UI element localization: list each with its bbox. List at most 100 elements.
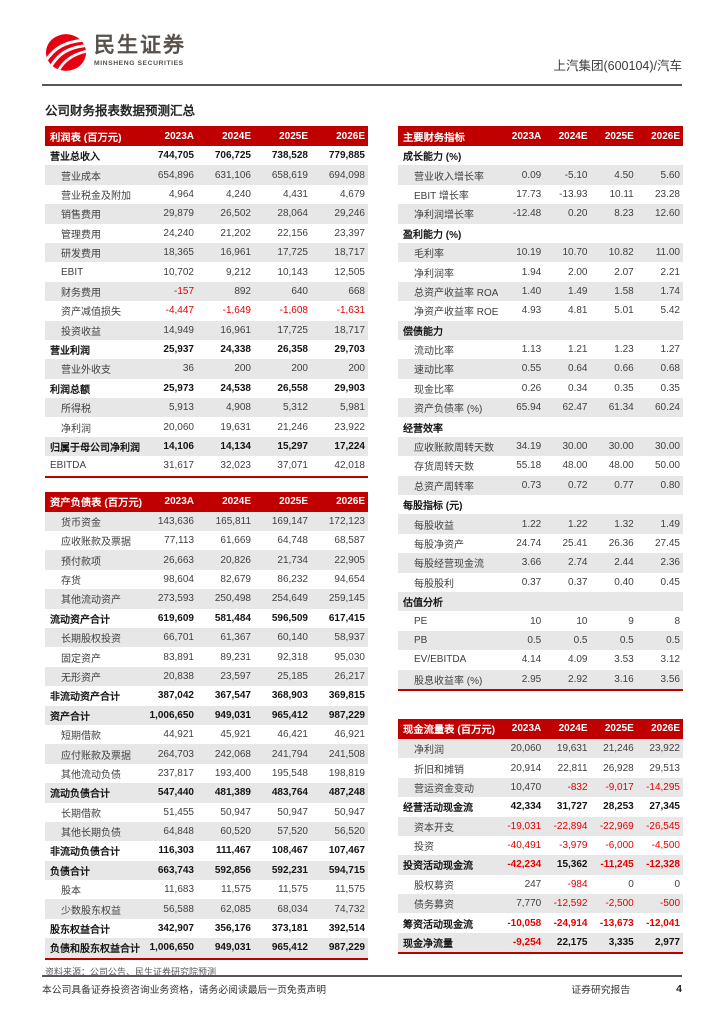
- table-row: 短期借款 44,921 45,921 46,421 46,921: [45, 725, 368, 744]
- row-label: EBIT: [61, 266, 84, 278]
- cell-value: 0.20: [568, 208, 588, 220]
- cell-value: 37,071: [277, 460, 308, 472]
- cell-value: 23,597: [220, 670, 251, 682]
- row-label: 筹资活动现金流: [403, 919, 473, 931]
- cell-value: -3,979: [559, 840, 588, 852]
- cell-value: -12,041: [646, 917, 680, 929]
- cell-value: 24,338: [220, 344, 251, 356]
- cell-value: 0.80: [660, 479, 680, 491]
- cell-value: 254,649: [271, 593, 308, 605]
- cell-value: 95,030: [334, 651, 365, 663]
- cell-value: 17.73: [516, 188, 542, 200]
- cell-value: 14,949: [163, 324, 194, 336]
- table-row: 经营活动现金流 42,334 31,727 28,253 27,345: [398, 797, 683, 816]
- cell-value: 2.74: [568, 557, 588, 569]
- row-label: 资本开支: [414, 822, 454, 834]
- table-row: 流动负债合计 547,440 481,389 483,764 487,248: [45, 783, 368, 803]
- cell-value: 965,412: [271, 942, 308, 954]
- cell-value: 3.53: [614, 654, 634, 666]
- cell-value: 21,246: [603, 743, 634, 755]
- table-row: 净利润 20,060 19,631 21,246 23,922: [398, 738, 683, 759]
- table-row: 利润总额 25,973 24,538 26,558 29,903: [45, 379, 368, 398]
- cell-value: 46,421: [277, 729, 308, 741]
- cell-value: 27,345: [649, 801, 680, 813]
- table-row: 投资 -40,491 -3,979 -6,000 -4,500: [398, 836, 683, 855]
- row-label: 每股净资产: [414, 540, 464, 551]
- cell-value: 4.50: [614, 169, 634, 181]
- table-row: 每股股利 0.37 0.37 0.40 0.45: [398, 573, 683, 592]
- cell-value: 0.66: [614, 363, 634, 375]
- table-header-row: 现金流量表 (百万元) 2023A 2024E 2025E 2026E: [398, 718, 683, 739]
- table-row: 流动比率 1.13 1.21 1.23 1.27: [398, 340, 683, 359]
- cell-value: 18,365: [163, 247, 194, 259]
- cell-value: 56,520: [334, 826, 365, 838]
- cell-value: 10: [576, 615, 588, 627]
- cell-value: 26,502: [220, 208, 251, 220]
- cell-value: 949,031: [214, 942, 251, 954]
- cell-value: 668: [348, 285, 365, 297]
- table-row: 总资产周转率 0.73 0.72 0.77 0.80: [398, 475, 683, 496]
- cell-value: 17,725: [277, 247, 308, 259]
- cell-value: 483,764: [271, 787, 308, 799]
- table-row: 长期股权投资 66,701 61,367 60,140 58,937: [45, 627, 368, 648]
- cell-value: 23,397: [334, 227, 365, 239]
- cell-value: 60,520: [220, 826, 251, 838]
- row-label: 净资产收益率 ROE: [414, 307, 498, 319]
- table-title: 主要财务指标: [403, 132, 465, 144]
- cell-value: 27.45: [654, 538, 680, 549]
- column-header: 2025E: [604, 723, 634, 735]
- cell-value: 61,669: [220, 535, 251, 547]
- cell-value: 62,085: [220, 903, 251, 915]
- cell-value: 15,362: [556, 859, 588, 871]
- cell-value: 264,703: [157, 748, 194, 760]
- cell-value: 631,106: [214, 169, 251, 181]
- cell-value: 23,922: [649, 743, 680, 755]
- row-label: 流动负债合计: [50, 789, 110, 801]
- cell-value: 892: [234, 285, 251, 297]
- table-row: 管理费用 24,240 21,202 22,156 23,397: [45, 224, 368, 243]
- cell-value: 779,885: [328, 150, 365, 162]
- cell-value: 9,212: [225, 266, 251, 278]
- table-title: 现金流量表 (百万元): [403, 725, 496, 737]
- cell-value: 373,181: [271, 923, 308, 935]
- cell-value: 200: [234, 363, 251, 375]
- row-label: 预付款项: [61, 556, 101, 568]
- header-divider: [42, 84, 682, 86]
- cell-value: 0.5: [619, 634, 634, 646]
- table-row: PE 10 10 9 8: [398, 611, 683, 630]
- cell-value: 594,715: [328, 864, 365, 876]
- column-header: 2023A: [164, 496, 194, 508]
- column-header: 2025E: [279, 130, 308, 142]
- cell-value: 663,743: [157, 864, 194, 876]
- cell-value: 50,947: [277, 806, 308, 818]
- column-header: 2024E: [558, 723, 588, 735]
- cell-value: 619,609: [157, 612, 194, 624]
- cell-value: 5.60: [660, 169, 680, 181]
- row-label: 流动比率: [414, 346, 454, 358]
- page-number: 4: [676, 983, 682, 995]
- cell-value: 487,248: [328, 787, 365, 799]
- cell-value: 23.28: [654, 188, 680, 200]
- cell-value: 25,973: [163, 382, 194, 394]
- table-header-row: 主要财务指标 2023A 2024E 2025E 2026E: [398, 126, 683, 146]
- cell-value: 26,928: [603, 762, 634, 774]
- table-row: 销售费用 29,879 26,502 28,064 29,246: [45, 204, 368, 224]
- cell-value: 0.35: [660, 382, 680, 394]
- cell-value: 42,018: [334, 460, 365, 472]
- table-row: 所得税 5,913 4,908 5,312 5,981: [45, 398, 368, 418]
- cell-value: 193,400: [214, 767, 251, 779]
- table-row: 速动比率 0.55 0.64 0.66 0.68: [398, 359, 683, 379]
- cell-value: -500: [659, 898, 680, 910]
- row-label: 短期借款: [61, 731, 101, 743]
- table-row: 营运资金变动 10,470 -832 -9,017 -14,295: [398, 777, 683, 798]
- cell-value: 273,593: [157, 593, 194, 605]
- cell-value: 12,505: [334, 266, 365, 278]
- row-label: 估值分析: [403, 598, 443, 610]
- cell-value: 4,679: [339, 188, 365, 200]
- cell-value: 61,367: [220, 632, 251, 644]
- cell-value: 0.55: [521, 363, 542, 375]
- cell-value: 11,683: [164, 884, 194, 896]
- cell-value: 10.11: [609, 188, 634, 200]
- cell-value: 481,389: [214, 787, 251, 799]
